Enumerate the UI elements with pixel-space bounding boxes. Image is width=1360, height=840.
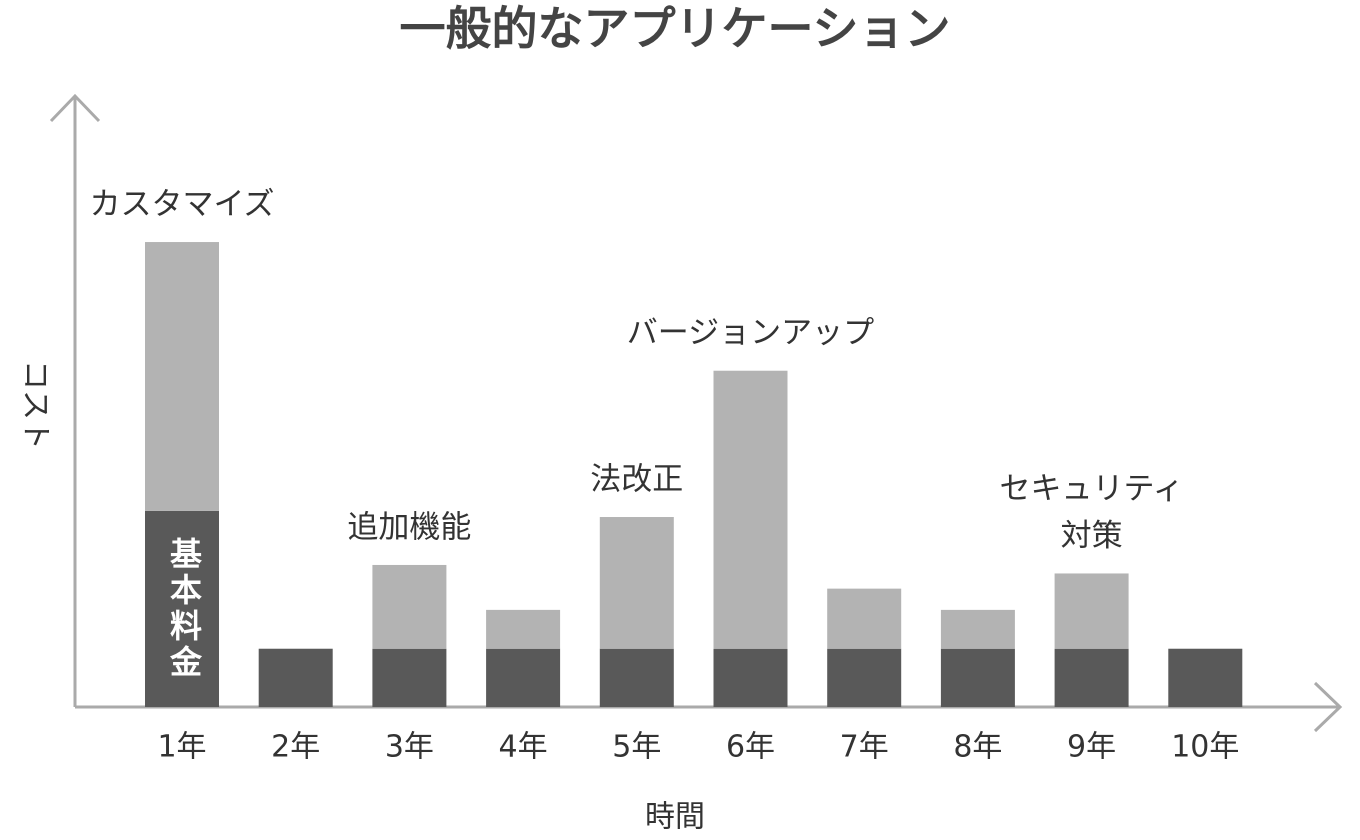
annotation: セキュリティ [1000, 471, 1184, 507]
bar-segment [599, 517, 674, 649]
x-tick-label: 5年 [612, 730, 661, 765]
bar-segment [713, 648, 788, 707]
bar-segment [486, 648, 561, 707]
bar-segment [713, 370, 788, 649]
x-tick-label: 10年 [1171, 730, 1239, 765]
bar-segment [372, 564, 447, 649]
bar-segment [940, 648, 1015, 707]
x-tick-label: 8年 [953, 730, 1002, 765]
chart-title: 一般的なアプリケーション [399, 2, 950, 56]
bar-segment [940, 609, 1015, 649]
bar-segment [258, 648, 333, 707]
y-axis [49, 93, 101, 707]
bar-segment [1054, 573, 1129, 649]
bar-segment [145, 510, 219, 707]
x-tick-label: 6年 [726, 730, 775, 765]
bar-segment [1168, 648, 1243, 707]
bar-segment [1054, 648, 1129, 707]
x-tick-label: 9年 [1067, 730, 1116, 765]
annotation: 追加機能 [347, 509, 471, 545]
x-tick-label: 7年 [840, 730, 889, 765]
bar-segment [827, 588, 902, 649]
y-axis-label: コスト [18, 360, 53, 450]
series-label: 基本料金 [165, 537, 203, 681]
bar-segment [372, 648, 447, 707]
bar-segment [827, 648, 902, 707]
x-tick-label: 4年 [499, 730, 548, 765]
annotation: カスタマイズ [89, 187, 274, 223]
annotation: 法改正 [590, 462, 683, 498]
bar-segment [486, 609, 561, 649]
x-tick-label: 1年 [157, 730, 206, 765]
bar-segment [145, 242, 219, 511]
x-tick-label: 3年 [385, 730, 434, 765]
annotation: バージョンアップ [627, 315, 874, 351]
x-tick-label: 2年 [271, 730, 320, 765]
annotation: 対策 [1061, 518, 1123, 554]
bar-segment [599, 648, 674, 707]
x-axis-label: 時間 [645, 800, 705, 835]
